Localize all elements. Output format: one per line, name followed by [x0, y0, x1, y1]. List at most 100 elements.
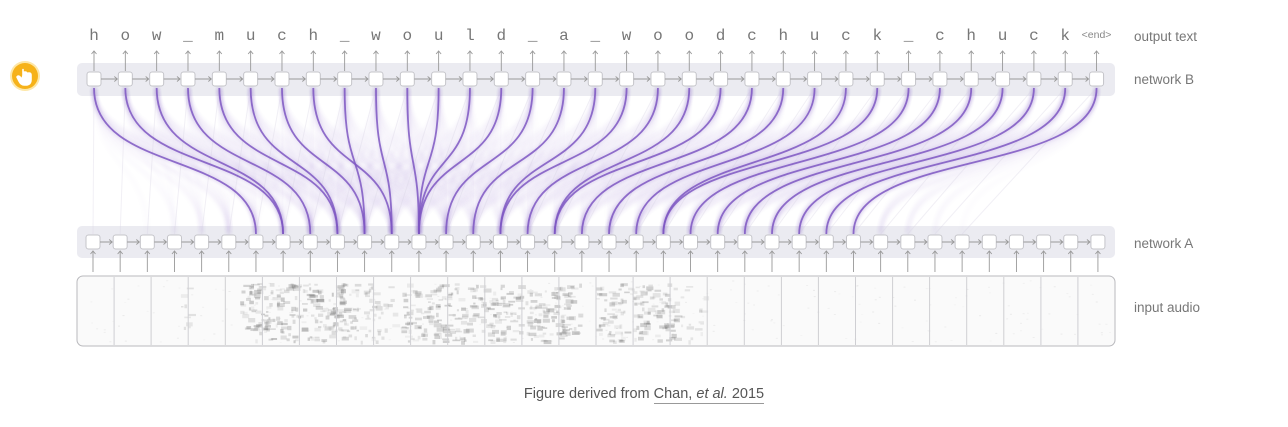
output-char: c — [277, 27, 287, 45]
output-char: m — [215, 27, 225, 45]
spectrogram-speck — [467, 322, 473, 326]
spectrogram-speck — [251, 283, 254, 288]
input-arrow — [1067, 250, 1074, 272]
spectrogram-speck — [402, 292, 407, 297]
spectrogram-noise — [901, 327, 904, 329]
spectrogram-speck — [500, 296, 506, 300]
spectrogram-speck — [292, 319, 296, 324]
spectrogram-speck — [249, 291, 254, 296]
spectrogram-speck — [249, 285, 254, 290]
spectrogram-speck — [570, 295, 576, 298]
spectrogram-noise — [437, 326, 439, 328]
spectrogram-noise — [389, 328, 392, 329]
spectrogram-speck — [556, 291, 560, 294]
spectrogram-speck — [673, 319, 677, 322]
spectrogram-speck — [566, 316, 575, 320]
recurrent-arrow — [226, 76, 244, 82]
spectrogram-speck — [562, 323, 565, 328]
network-b-node — [399, 71, 415, 87]
spectrogram-speck — [415, 293, 423, 298]
input-arrow — [714, 250, 721, 272]
spectrogram-speck — [342, 311, 347, 313]
spectrogram-speck — [577, 324, 583, 327]
spectrogram-speck — [275, 289, 282, 292]
spectrogram-speck — [634, 302, 638, 306]
spectrogram-speck — [375, 306, 383, 311]
spectrogram-speck — [277, 321, 283, 325]
spectrogram-speck — [619, 339, 623, 342]
spectrogram-speck — [436, 287, 442, 292]
spectrogram-speck — [410, 309, 414, 312]
spectrogram-speck — [439, 336, 442, 339]
spectrogram-speck — [558, 337, 565, 340]
spectrogram-noise — [191, 294, 194, 296]
spectrogram-speck — [415, 317, 422, 321]
recurrent-arrow — [1023, 239, 1037, 245]
output-arrow — [655, 50, 661, 71]
attention-link — [689, 87, 910, 235]
spectrogram-speck — [330, 310, 338, 314]
spectrogram-speck — [536, 319, 541, 325]
spectrogram-speck — [342, 283, 346, 287]
spectrogram-speck — [350, 321, 353, 324]
hand-pointer-icon[interactable] — [12, 63, 38, 89]
recurrent-arrow — [476, 76, 494, 82]
input-arrow — [443, 250, 449, 272]
spectrogram-noise — [137, 285, 140, 287]
spectrogram-speck — [243, 284, 251, 287]
attention-link — [743, 87, 973, 235]
recurrent-arrow — [398, 239, 412, 245]
recurrent-arrow — [1040, 76, 1058, 82]
spectrogram-speck — [377, 329, 382, 333]
spectrogram-speck — [564, 294, 572, 299]
spectrogram-speck — [452, 339, 461, 342]
output-arrow — [467, 50, 473, 71]
spectrogram-noise — [1105, 323, 1108, 325]
output-char: o — [121, 27, 131, 45]
spectrogram-speck — [291, 286, 296, 289]
citation-link[interactable]: Chan, et al. 2015 — [653, 386, 765, 404]
spectrogram-speck — [488, 339, 494, 342]
spectrogram-speck — [338, 311, 343, 314]
spectrogram-speck — [506, 292, 514, 295]
spectrogram-speck — [384, 328, 388, 333]
spectrogram-speck — [409, 321, 417, 325]
spectrogram-noise — [103, 331, 106, 333]
spectrogram-noise — [461, 316, 464, 318]
spectrogram-speck — [595, 328, 603, 332]
spectrogram-speck — [550, 308, 557, 311]
spectrogram-speck — [315, 306, 323, 310]
spectrogram-speck — [569, 328, 573, 330]
recurrent-arrow — [1077, 239, 1091, 245]
output-char: d — [496, 27, 506, 45]
spectrogram-noise — [479, 323, 482, 325]
spectrogram-speck — [322, 340, 326, 344]
spectrogram-noise — [800, 335, 803, 336]
recurrent-arrow — [633, 76, 651, 82]
spectrogram-speck — [332, 322, 340, 327]
spectrogram-speck — [530, 305, 533, 310]
spectrogram-speck — [307, 298, 312, 301]
spectrogram-noise — [1022, 313, 1025, 315]
spectrogram-speck — [256, 290, 264, 295]
spectrogram-speck — [459, 337, 466, 341]
spectrogram-speck — [392, 324, 401, 328]
spectrogram-speck — [623, 310, 626, 314]
spectrogram-noise — [214, 288, 217, 290]
attention-link — [798, 87, 1035, 235]
spectrogram-speck — [344, 321, 347, 325]
input-arrow — [850, 250, 857, 272]
input-arrow — [796, 250, 803, 272]
spectrogram-speck — [515, 297, 524, 302]
spectrogram-speck — [429, 320, 434, 326]
spectrogram-noise — [308, 329, 311, 331]
spectrogram-speck — [667, 305, 676, 309]
spectrogram-speck — [612, 292, 620, 297]
spectrogram-noise — [861, 313, 864, 315]
spectrogram-speck — [644, 326, 651, 331]
spectrogram-speck — [561, 326, 568, 329]
spectrogram-speck — [350, 326, 354, 330]
spectrogram-speck — [332, 310, 337, 314]
spectrogram-speck — [415, 294, 421, 298]
spectrogram-speck — [543, 314, 549, 318]
